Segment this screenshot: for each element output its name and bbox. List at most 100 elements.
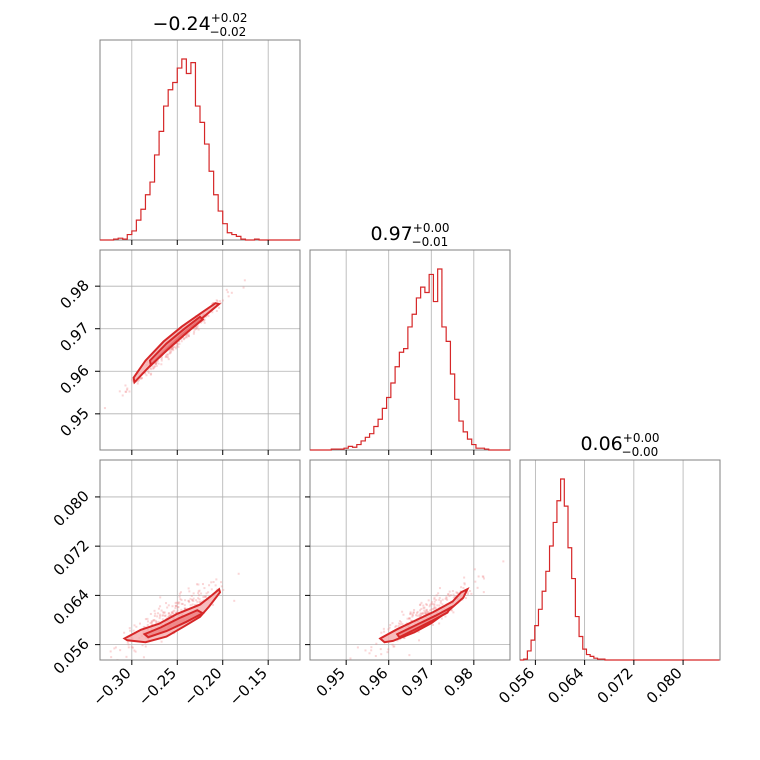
sample-point bbox=[422, 604, 425, 607]
sample-point bbox=[408, 617, 411, 620]
histogram-step-p2 bbox=[520, 478, 720, 661]
sample-point bbox=[165, 355, 168, 358]
sample-point bbox=[177, 343, 180, 346]
y-tick-label-p1: 0.97 bbox=[56, 319, 92, 355]
sample-point bbox=[482, 591, 485, 594]
sample-point bbox=[210, 581, 213, 584]
panel-frame bbox=[99, 459, 301, 661]
sample-point bbox=[149, 612, 152, 615]
sample-point bbox=[123, 631, 126, 634]
sample-point bbox=[177, 340, 180, 343]
histogram-title-p0: −0.24+0.02 −0.02 bbox=[152, 11, 247, 39]
sample-point bbox=[165, 602, 168, 605]
contour-inner bbox=[395, 605, 454, 639]
y-tick-label-p1: 0.96 bbox=[56, 361, 92, 397]
sample-point bbox=[152, 619, 155, 622]
y-tick-label-p2: 0.080 bbox=[50, 487, 93, 530]
sample-point bbox=[202, 599, 205, 602]
sample-point bbox=[435, 594, 438, 597]
sample-point bbox=[144, 645, 147, 648]
sample-point bbox=[103, 407, 106, 410]
sample-point bbox=[195, 603, 198, 606]
sample-point bbox=[230, 291, 233, 294]
sample-point bbox=[429, 603, 432, 606]
sample-point bbox=[188, 590, 191, 593]
sample-point bbox=[178, 592, 181, 595]
sample-point bbox=[409, 613, 412, 616]
sample-point bbox=[152, 367, 155, 370]
sample-point bbox=[133, 624, 136, 627]
sample-point bbox=[452, 596, 455, 599]
sample-point bbox=[364, 649, 367, 652]
sample-point bbox=[113, 647, 116, 650]
sample-point bbox=[187, 335, 190, 338]
sample-point bbox=[162, 611, 165, 614]
sample-point bbox=[178, 342, 181, 345]
sample-point bbox=[415, 612, 418, 615]
panel-plot-area bbox=[103, 279, 246, 410]
sample-point bbox=[187, 333, 190, 336]
sample-point bbox=[126, 387, 129, 390]
sample-point bbox=[463, 576, 466, 579]
sample-point bbox=[98, 662, 100, 664]
sample-point bbox=[166, 353, 169, 356]
sample-point bbox=[171, 347, 174, 350]
sample-point bbox=[195, 328, 198, 331]
sample-point bbox=[411, 615, 414, 618]
sample-point bbox=[187, 587, 190, 590]
sample-point bbox=[210, 588, 213, 591]
sample-point bbox=[136, 380, 139, 383]
sample-point bbox=[419, 612, 422, 615]
sample-point bbox=[142, 656, 145, 659]
sample-point bbox=[456, 591, 459, 594]
sample-point bbox=[389, 624, 392, 627]
sample-point bbox=[157, 607, 160, 610]
sample-point bbox=[125, 655, 128, 658]
sample-point bbox=[168, 615, 171, 618]
sample-point bbox=[168, 349, 171, 352]
sample-point bbox=[401, 622, 404, 625]
sample-point bbox=[439, 600, 442, 603]
sample-point bbox=[349, 657, 352, 660]
sample-point bbox=[409, 612, 412, 615]
sample-point bbox=[168, 351, 171, 354]
sample-point bbox=[169, 351, 172, 354]
title-lower-error: −0.02 bbox=[210, 25, 247, 39]
sample-point bbox=[178, 595, 181, 598]
sample-point bbox=[207, 315, 210, 318]
sample-point bbox=[159, 613, 162, 616]
y-tick-label-p1: 0.98 bbox=[56, 276, 92, 312]
sample-point bbox=[441, 598, 444, 601]
sample-point bbox=[171, 605, 174, 608]
sample-point bbox=[155, 364, 158, 367]
sample-point bbox=[93, 651, 95, 653]
sample-point bbox=[205, 592, 208, 595]
sample-point bbox=[167, 604, 170, 607]
sample-point bbox=[166, 606, 169, 609]
sample-point bbox=[185, 333, 188, 336]
sample-point bbox=[190, 594, 193, 597]
sample-point bbox=[424, 613, 427, 616]
sample-point bbox=[150, 372, 153, 375]
sample-point bbox=[227, 295, 230, 298]
sample-point bbox=[200, 321, 203, 324]
sample-point bbox=[419, 603, 422, 606]
sample-point bbox=[153, 614, 156, 617]
sample-point bbox=[474, 580, 477, 583]
sample-point bbox=[165, 354, 168, 357]
sample-point bbox=[129, 629, 132, 632]
sample-point bbox=[138, 377, 141, 380]
sample-point bbox=[170, 347, 173, 350]
contour-inner bbox=[142, 609, 205, 639]
sample-point bbox=[119, 649, 122, 652]
sample-point bbox=[402, 613, 405, 616]
sample-point bbox=[169, 348, 172, 351]
sample-point bbox=[183, 607, 186, 610]
sample-point bbox=[448, 595, 451, 598]
sample-point bbox=[180, 599, 183, 602]
sample-point bbox=[147, 371, 150, 374]
sample-point bbox=[178, 601, 181, 604]
sample-point bbox=[159, 605, 162, 608]
scatter-panel-p1-p2 bbox=[309, 459, 511, 661]
sample-point bbox=[159, 596, 162, 599]
